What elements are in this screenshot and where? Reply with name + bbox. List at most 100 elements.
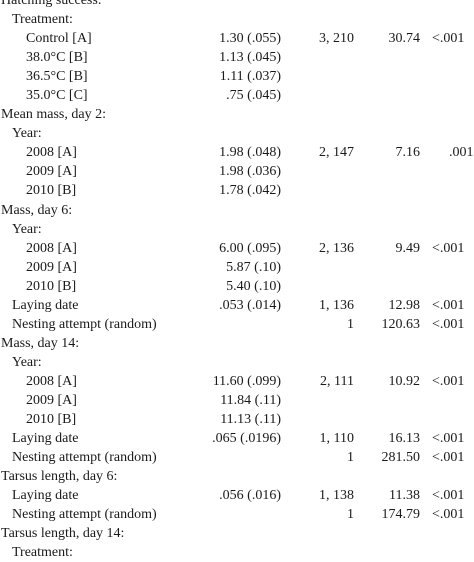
group-label: Nesting attempt (random) — [12, 316, 157, 332]
estimate-cell: .056 (.016) — [219, 488, 281, 504]
table-row: 2008 [A] 1.98 (.048) 2, 147 7.16 .0011 — [0, 143, 474, 162]
estimate-cell: 1.13 (.045) — [219, 50, 281, 66]
df-cell: 1, 138 — [319, 488, 354, 504]
row-label: 2010 [B] — [26, 183, 77, 199]
df-cell: 3, 210 — [319, 31, 354, 47]
table-row: Nesting attempt (random) 1 120.63 <.001 — [0, 315, 474, 334]
df-cell: 2, 111 — [320, 373, 354, 389]
row-label: 36.5°C [B] — [26, 69, 88, 85]
df-cell: 1, 110 — [319, 431, 354, 447]
estimate-cell: 1.78 (.042) — [219, 183, 281, 199]
table-row: 35.0°C [C] .75 (.045) — [0, 86, 474, 105]
group-label: Treatment: — [12, 545, 73, 561]
statistic-cell: 281.50 — [381, 450, 421, 466]
table-row: Mass, day 6: — [0, 201, 474, 220]
estimate-cell: .065 (.0196) — [212, 431, 281, 447]
estimate-cell: 1.98 (.048) — [219, 145, 281, 161]
estimate-cell: 5.40 (.10) — [226, 278, 281, 294]
df-cell: 2, 136 — [319, 240, 354, 256]
row-label: 2010 [B] — [26, 412, 77, 428]
group-label: Nesting attempt (random) — [12, 507, 157, 523]
df-cell: 2, 147 — [319, 145, 354, 161]
group-label: Year: — [12, 354, 42, 370]
table-row: Mass, day 14: — [0, 334, 474, 353]
row-label: 2009 [A] — [26, 164, 77, 180]
group-label: Treatment: — [12, 12, 73, 28]
table-row: 36.5°C [B] 1.11 (.037) — [0, 67, 474, 86]
row-label: 38.0°C [B] — [26, 50, 88, 66]
row-label: 2008 [A] — [26, 373, 77, 389]
section-heading: Mass, day 14: — [1, 335, 80, 351]
p-value-cell: <.001 — [432, 450, 465, 466]
estimate-cell: 5.87 (.10) — [226, 259, 281, 275]
estimate-cell: .053 (.014) — [219, 297, 281, 313]
p-value-cell: <.001 — [432, 297, 465, 313]
estimate-cell: 11.13 (.11) — [220, 412, 281, 428]
statistic-cell: 120.63 — [381, 316, 421, 332]
estimate-cell: 6.00 (.095) — [219, 240, 281, 256]
statistic-cell: 174.79 — [381, 507, 421, 523]
estimate-cell: 11.60 (.099) — [212, 373, 281, 389]
table-row: Nesting attempt (random) 1 174.79 <.001 — [0, 505, 474, 524]
row-label: 35.0°C [C] — [26, 88, 88, 104]
section-heading: Mass, day 6: — [1, 202, 73, 218]
table-row: 38.0°C [B] 1.13 (.045) — [0, 48, 474, 67]
table-row: 2009 [A] 1.98 (.036) — [0, 162, 474, 181]
row-label: 2009 [A] — [26, 259, 77, 275]
p-value-cell: <.001 — [432, 488, 465, 504]
df-cell: 1, 136 — [319, 297, 354, 313]
statistic-cell: 30.74 — [388, 31, 421, 47]
statistic-cell: 10.92 — [388, 373, 421, 389]
statistic-cell: 9.49 — [395, 240, 421, 256]
table-row: Tarsus length, day 14: — [0, 524, 474, 543]
df-cell: 1 — [347, 316, 354, 332]
table-row: Laying date .056 (.016) 1, 138 11.38 <.001 — [0, 486, 474, 505]
row-label: 2010 [B] — [26, 278, 77, 294]
p-value-cell: <.001 — [432, 431, 465, 447]
group-label: Laying date — [12, 431, 79, 447]
table-row: Tarsus length, day 6: — [0, 467, 474, 486]
group-label: Laying date — [12, 297, 79, 313]
table-row: Laying date .053 (.014) 1, 136 12.98 <.001 — [0, 296, 474, 315]
table-row: 2010 [B] 1.78 (.042) — [0, 181, 474, 200]
table-row: Nesting attempt (random) 1 281.50 <.001 — [0, 448, 474, 467]
section-heading: Mean mass, day 2: — [1, 107, 106, 123]
statistic-cell: 16.13 — [388, 431, 421, 447]
table-row: Year: — [0, 124, 474, 143]
table-row: Treatment: — [0, 10, 474, 29]
p-value-cell: <.001 — [432, 240, 465, 256]
estimate-cell: 1.98 (.036) — [219, 164, 281, 180]
p-value-cell: <.001 — [432, 507, 465, 523]
row-label: 2009 [A] — [26, 392, 77, 408]
table-row: 2008 [A] 6.00 (.095) 2, 136 9.49 <.001 — [0, 239, 474, 258]
group-label: Laying date — [12, 488, 79, 504]
group-label: Year: — [12, 221, 42, 237]
group-label: Nesting attempt (random) — [12, 450, 157, 466]
table-row: Mean mass, day 2: — [0, 105, 474, 124]
section-heading: Tarsus length, day 14: — [1, 526, 125, 542]
p-value-cell: <.001 — [432, 373, 465, 389]
p-value-cell: .0011 — [449, 145, 474, 161]
statistic-cell: 7.16 — [395, 145, 421, 161]
estimate-cell: 1.30 (.055) — [219, 31, 281, 47]
row-label: 2008 [A] — [26, 240, 77, 256]
table-row: Laying date .065 (.0196) 1, 110 16.13 <.001 — [0, 429, 474, 448]
table-row: Year: — [0, 353, 474, 372]
statistic-cell: 11.38 — [389, 488, 420, 504]
df-cell: 1 — [347, 507, 354, 523]
p-value-cell: <.001 — [432, 31, 465, 47]
table-row: Control [A] 1.30 (.055) 3, 210 30.74 <.001 — [0, 29, 474, 48]
table-row: 2009 [A] 11.84 (.11) — [0, 391, 474, 410]
section-heading: Tarsus length, day 6: — [1, 469, 118, 485]
estimate-cell: .75 (.045) — [226, 88, 281, 104]
statistic-cell: 12.98 — [388, 297, 421, 313]
section-heading: Hatching success: — [1, 0, 102, 8]
table-row: 2008 [A] 11.60 (.099) 2, 111 10.92 <.001 — [0, 372, 474, 391]
row-label: Control [A] — [26, 31, 92, 47]
row-label: 2008 [A] — [26, 145, 77, 161]
table-row: 2010 [B] 11.13 (.11) — [0, 410, 474, 429]
table-row: Hatching success: — [0, 0, 474, 10]
estimate-cell: 1.11 (.037) — [219, 69, 281, 85]
estimate-cell: 11.84 (.11) — [220, 392, 281, 408]
